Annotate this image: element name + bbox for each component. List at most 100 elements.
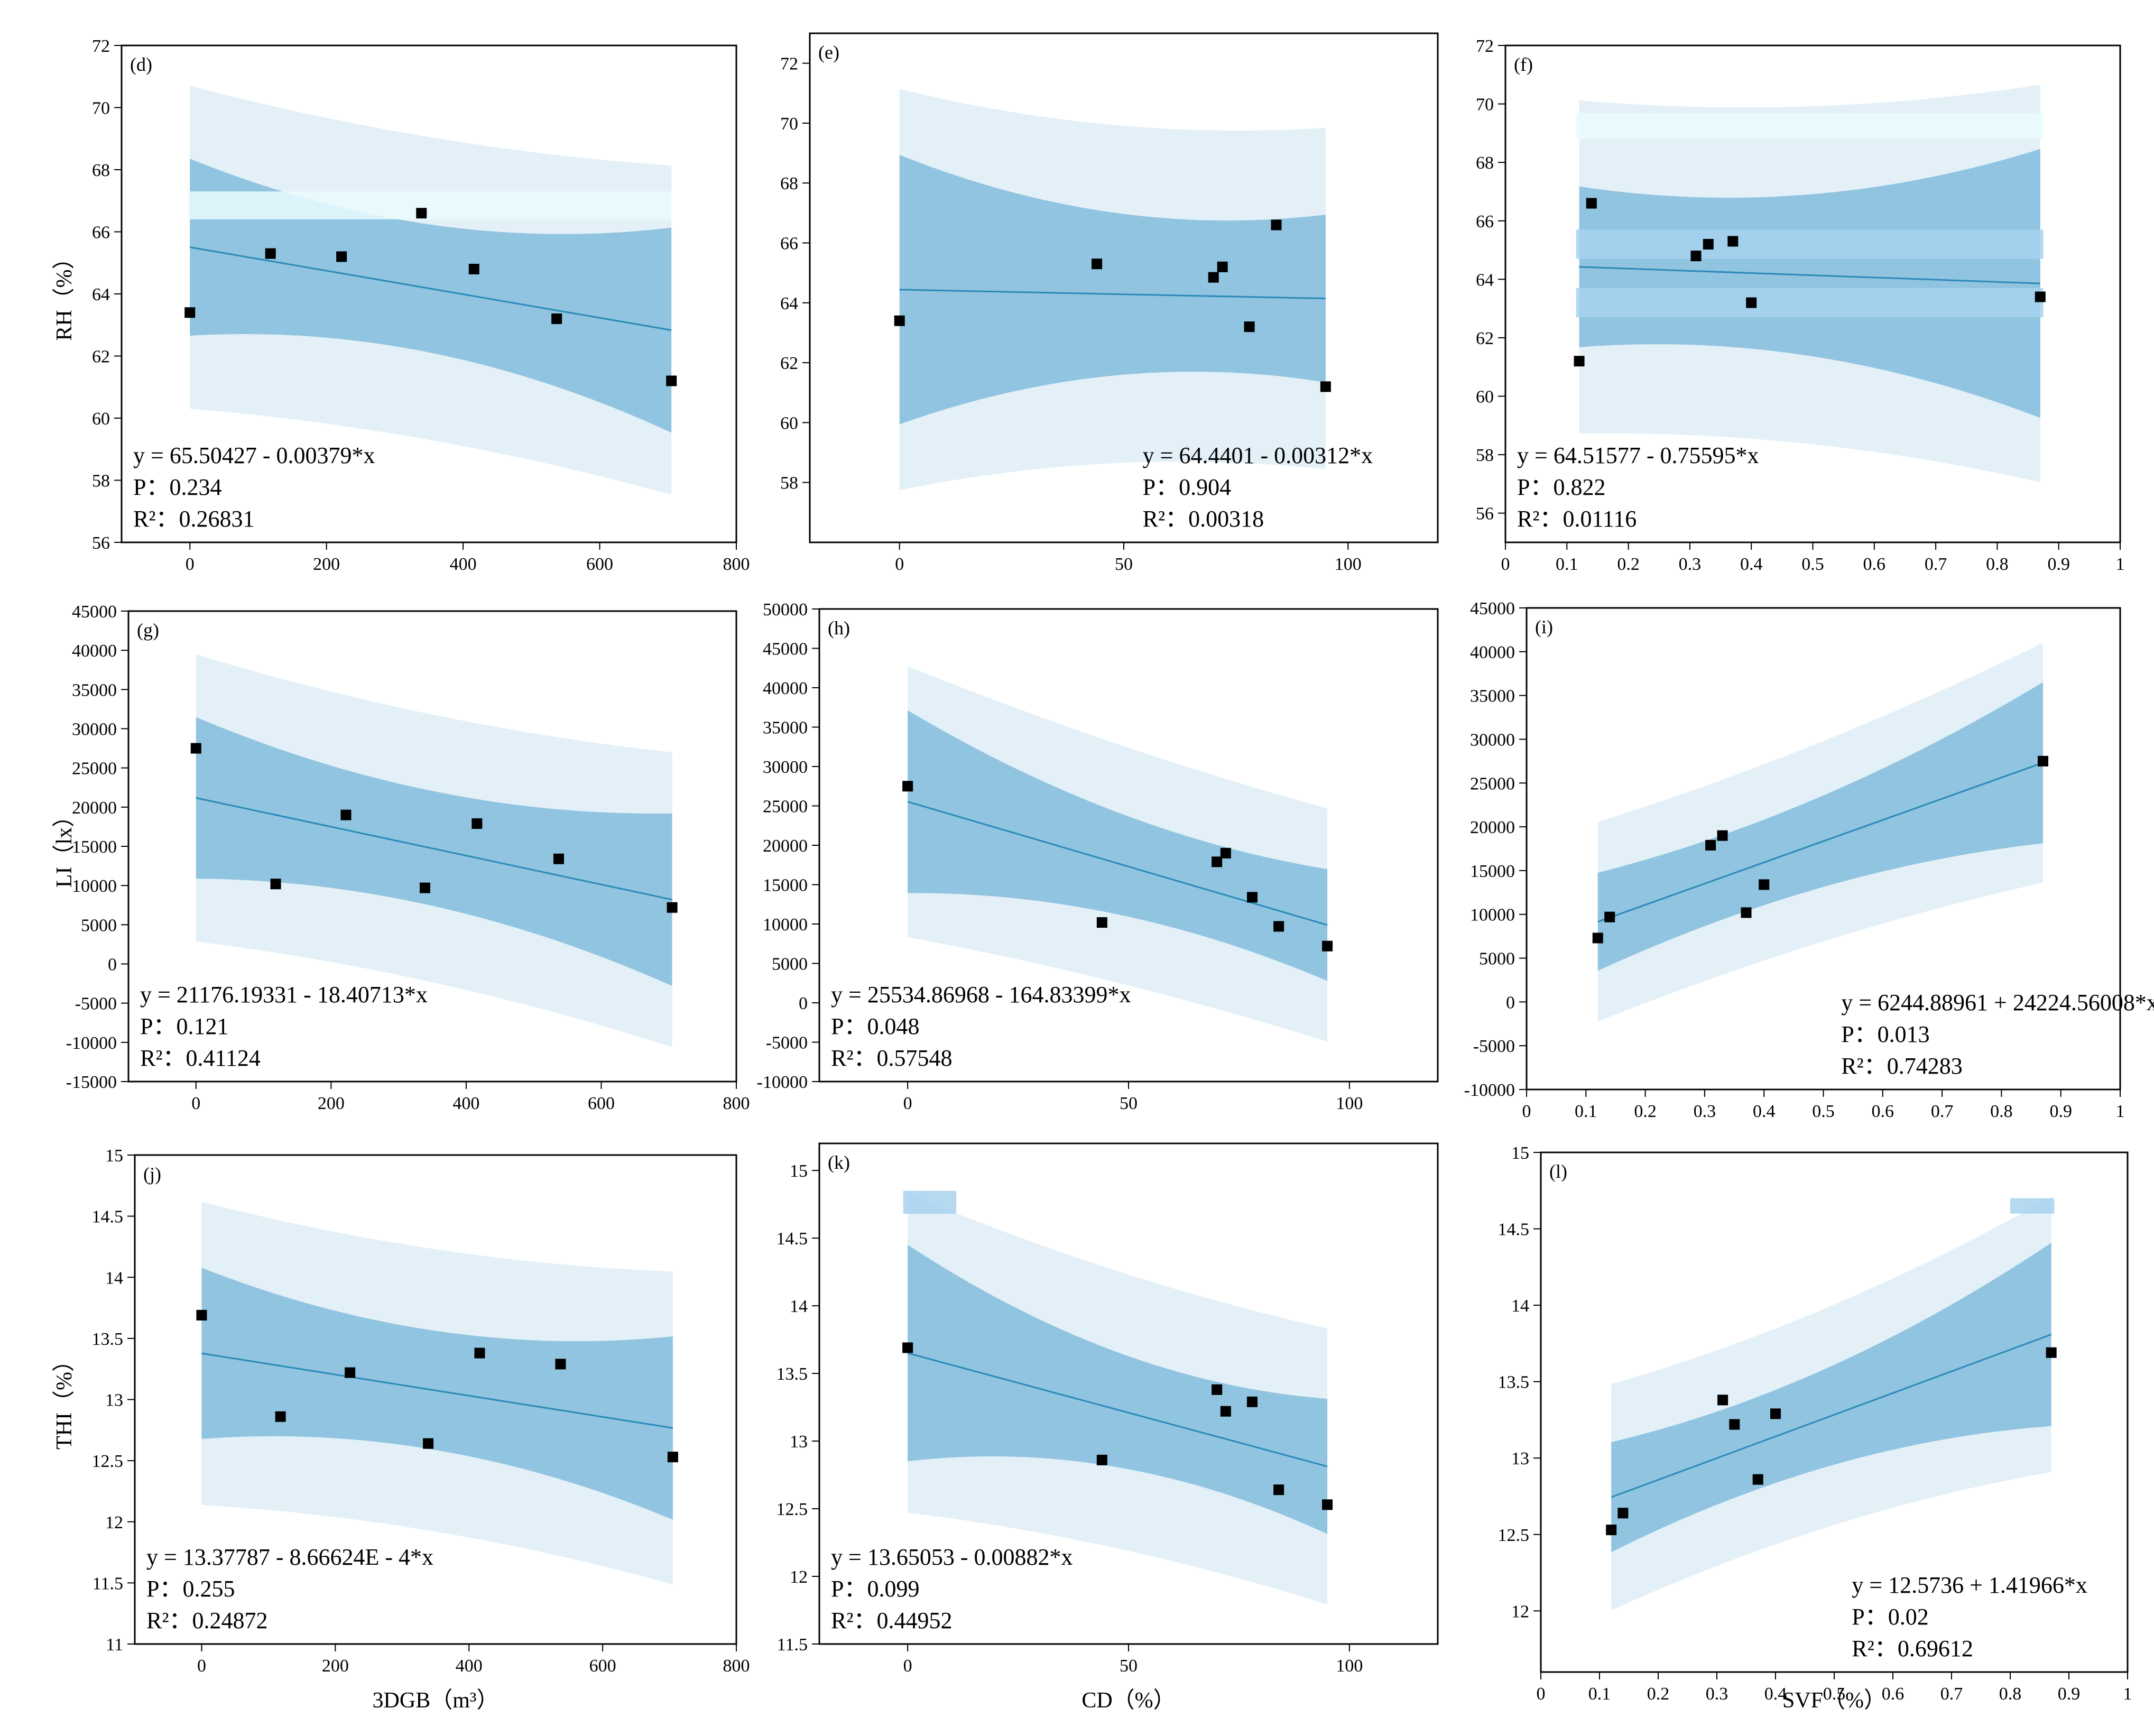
data-point: [1322, 940, 1333, 952]
y-axis-title: RH（%）: [52, 247, 77, 340]
y-tick-label: 13: [1511, 1449, 1529, 1469]
x-tick-label: 0.4: [1753, 1102, 1776, 1121]
y-tick-label: 30000: [72, 720, 117, 740]
p-value: P：0.822: [1517, 474, 1605, 500]
y-tick-label: 12.5: [92, 1452, 124, 1471]
y-tick-label: 56: [1476, 504, 1494, 524]
data-point: [1717, 1395, 1728, 1406]
data-point: [1247, 1396, 1258, 1407]
fit-line: [899, 289, 1326, 300]
x-tick-label: 100: [1336, 1656, 1363, 1676]
data-point: [2038, 755, 2049, 767]
data-point: [551, 313, 562, 324]
confidence-band: [1579, 149, 2040, 418]
x-tick-label: 0: [1522, 1102, 1531, 1121]
data-point: [1759, 879, 1770, 890]
x-axis-title: SVF（%）: [1782, 1688, 1886, 1713]
x-tick-label: 50: [1120, 1656, 1138, 1676]
data-point: [1717, 830, 1728, 841]
x-tick-label: 0.2: [1617, 555, 1640, 574]
data-point: [894, 315, 905, 326]
chart-panel: 0 0.1 0.2 0.3 0.4 0.5 0.6 0.7 0.8 0.9 1 -10000 -5000…: [1464, 599, 2154, 1121]
data-point: [1617, 1508, 1629, 1519]
data-point: [2046, 1347, 2057, 1358]
y-tick-label: 35000: [72, 680, 117, 700]
data-point: [270, 879, 281, 890]
data-point: [416, 208, 427, 219]
x-tick-label: 0.1: [1588, 1684, 1611, 1704]
data-point: [553, 853, 564, 864]
confidence-band: [908, 710, 1328, 981]
x-tick-label: 0: [895, 555, 904, 574]
y-tick-label: 0: [1506, 993, 1515, 1012]
y-tick-label: 13: [105, 1391, 123, 1410]
x-tick-label: 0.4: [1764, 1684, 1787, 1704]
data-point: [1705, 839, 1716, 851]
regression-equation: y = 64.4401 - 0.00312*x: [1143, 442, 1373, 468]
data-point: [1690, 251, 1702, 262]
panel-label: (j): [143, 1164, 161, 1185]
y-tick-label: 20000: [1470, 818, 1515, 837]
data-point: [667, 1452, 678, 1463]
data-point: [474, 1347, 485, 1359]
y-tick-label: 11.5: [777, 1635, 808, 1655]
y-tick-label: -5000: [1473, 1037, 1515, 1056]
regression-equation: y = 25534.86968 - 164.83399*x: [831, 982, 1131, 1008]
data-point: [1770, 1408, 1781, 1419]
y-tick-label: 20000: [72, 798, 117, 818]
panel-label: (g): [137, 620, 159, 641]
y-tick-label: 72: [1476, 36, 1494, 56]
y-tick-label: 12: [1511, 1602, 1529, 1621]
panel-label: (i): [1535, 616, 1553, 638]
y-tick-label: -15000: [66, 1073, 117, 1092]
x-tick-label: 0.9: [2047, 555, 2070, 574]
data-point: [1703, 239, 1714, 250]
y-tick-label: 64: [780, 294, 798, 313]
y-tick-label: 45000: [72, 602, 117, 622]
regression-equation: y = 13.65053 - 0.00882*x: [831, 1544, 1073, 1570]
data-point: [1212, 1384, 1223, 1395]
x-tick-label: 0.1: [1575, 1102, 1597, 1121]
x-tick-label: 0.9: [2049, 1102, 2072, 1121]
data-point: [184, 307, 196, 318]
data-point: [1271, 219, 1282, 230]
r-squared: R²：0.74283: [1841, 1053, 1963, 1079]
r-squared: R²：0.57548: [831, 1045, 953, 1071]
p-value: P：0.234: [133, 474, 221, 500]
data-point: [1320, 381, 1331, 392]
data-point: [336, 251, 347, 262]
y-tick-label: 13.5: [1498, 1373, 1530, 1392]
x-tick-label: 200: [313, 555, 340, 574]
y-tick-label: 62: [92, 347, 110, 367]
data-point: [1220, 847, 1231, 858]
y-tick-label: 64: [1476, 270, 1494, 290]
data-point: [902, 1342, 913, 1353]
chart-panel: 0 50 100 58 60 62 64 66 68 70 72 (e) y = 64.4401 - 0…: [780, 32, 1439, 574]
data-point: [423, 1438, 434, 1449]
y-tick-label: 15: [105, 1146, 123, 1166]
x-tick-label: 0: [903, 1094, 912, 1113]
r-squared: R²：0.00318: [1143, 506, 1264, 532]
x-tick-label: 400: [452, 1094, 479, 1113]
y-tick-label: 45000: [763, 640, 808, 659]
highlight-strip: [1576, 113, 2044, 139]
data-point: [1741, 907, 1752, 918]
y-tick-label: 72: [92, 36, 110, 56]
data-point: [196, 1309, 207, 1321]
y-tick-label: 68: [92, 161, 110, 180]
fit-line: [201, 1352, 673, 1429]
y-tick-label: 45000: [1470, 599, 1515, 618]
data-point: [1752, 1474, 1763, 1485]
y-tick-label: 20000: [763, 836, 808, 856]
y-tick-label: 15000: [1470, 862, 1515, 881]
data-point: [1220, 1406, 1231, 1417]
fit-line: [1597, 762, 2044, 923]
y-tick-label: 0: [799, 994, 808, 1013]
y-tick-label: 70: [780, 114, 798, 134]
panel-label: (e): [818, 42, 839, 63]
r-squared: R²：0.24872: [146, 1608, 268, 1633]
data-point: [1096, 1454, 1107, 1465]
data-point: [1574, 356, 1585, 367]
y-tick-label: 5000: [772, 955, 808, 974]
